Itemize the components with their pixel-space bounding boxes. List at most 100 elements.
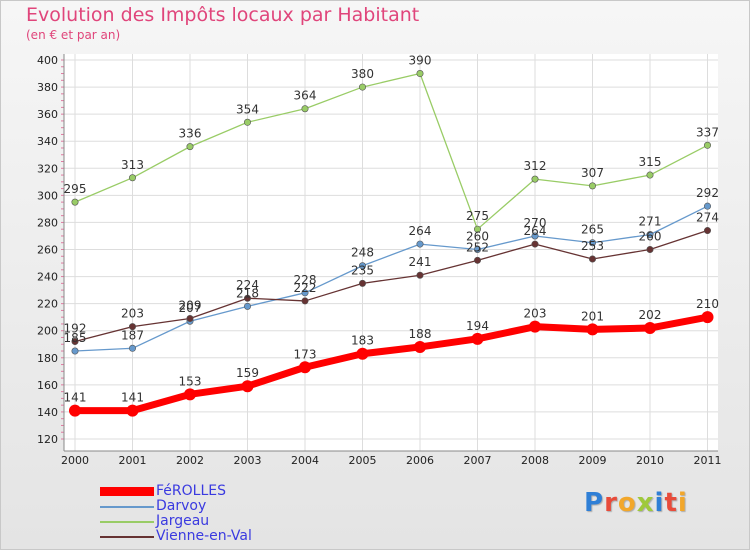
y-tick-label: 340 xyxy=(37,135,58,148)
series-point-3 xyxy=(301,297,309,305)
data-label: 275 xyxy=(466,209,489,223)
data-label: 307 xyxy=(581,166,604,180)
y-tick-label: 360 xyxy=(37,108,58,121)
series-point-1 xyxy=(588,239,596,247)
data-label: 252 xyxy=(466,240,489,254)
data-label: 187 xyxy=(121,328,144,342)
chart-title: Evolution des Impôts locaux par Habitant xyxy=(26,4,420,26)
proxiti-logo: Proxiti xyxy=(584,488,688,518)
series-point-1 xyxy=(244,302,252,310)
data-label: 192 xyxy=(64,322,87,336)
y-tick-label: 260 xyxy=(37,244,58,257)
logo-letter: r xyxy=(604,488,618,518)
y-tick-label: 160 xyxy=(37,379,58,392)
series-point-3 xyxy=(129,323,137,331)
series-point-1 xyxy=(646,231,654,239)
data-label: 364 xyxy=(294,89,317,103)
data-label: 210 xyxy=(696,297,719,311)
legend-label-vienne-en-val: Vienne-en-Val xyxy=(156,528,252,544)
y-tick-label: 400 xyxy=(37,54,58,67)
series-point-2 xyxy=(358,83,366,91)
series-point-1 xyxy=(473,246,481,254)
y-tick-label: 180 xyxy=(37,352,58,365)
series-point-3 xyxy=(703,227,711,235)
series-point-2 xyxy=(473,225,481,233)
series-point-0 xyxy=(184,388,196,401)
data-label: 153 xyxy=(179,374,202,388)
series-point-0 xyxy=(701,311,714,324)
data-label: 183 xyxy=(351,334,374,348)
data-label: 222 xyxy=(294,281,317,295)
plot-area xyxy=(64,54,718,451)
data-label: 260 xyxy=(466,230,489,244)
logo-letter: i xyxy=(677,488,688,518)
data-label: 264 xyxy=(524,224,547,238)
legend-swatch-ferolles xyxy=(100,487,154,496)
x-tick-label: 2001 xyxy=(119,454,147,467)
series-point-0 xyxy=(414,340,426,353)
data-label: 315 xyxy=(639,155,662,169)
series-point-2 xyxy=(301,105,309,113)
x-tick-label: 2009 xyxy=(579,454,607,467)
series-point-3 xyxy=(473,256,481,264)
series-line-2 xyxy=(74,72,709,230)
data-label: 265 xyxy=(581,223,604,237)
x-tick-label: 2010 xyxy=(636,454,664,467)
data-label: 336 xyxy=(179,127,202,141)
legend-swatch-darvoy xyxy=(100,506,154,508)
series-point-2 xyxy=(703,141,711,149)
data-label: 224 xyxy=(236,278,259,292)
data-label: 207 xyxy=(179,301,202,315)
y-tick-label: 320 xyxy=(37,162,58,175)
data-label: 141 xyxy=(121,391,144,405)
x-tick-label: 2006 xyxy=(406,454,434,467)
series-point-3 xyxy=(244,294,252,302)
data-label: 185 xyxy=(64,331,87,345)
y-tick-label: 300 xyxy=(37,189,58,202)
series-point-3 xyxy=(416,271,424,279)
series-point-3 xyxy=(531,240,539,248)
data-label: 312 xyxy=(524,159,547,173)
series-point-2 xyxy=(416,70,424,78)
logo-letter: x xyxy=(636,488,655,518)
data-label: 253 xyxy=(581,239,604,253)
x-tick-label: 2008 xyxy=(521,454,549,467)
x-tick-label: 2005 xyxy=(349,454,377,467)
y-tick-label: 220 xyxy=(37,298,58,311)
data-label: 209 xyxy=(179,299,202,313)
y-tick-label: 200 xyxy=(37,325,58,338)
series-point-1 xyxy=(703,202,711,210)
series-line-1 xyxy=(74,205,709,352)
data-label: 201 xyxy=(581,309,604,323)
series-point-2 xyxy=(588,182,596,190)
series-point-1 xyxy=(71,347,79,355)
data-label: 241 xyxy=(409,255,432,269)
series-point-0 xyxy=(241,380,254,393)
x-tick-label: 2003 xyxy=(234,454,262,467)
data-label: 202 xyxy=(639,308,662,322)
data-label: 203 xyxy=(121,307,144,321)
data-label: 228 xyxy=(294,273,317,287)
logo-letter: i xyxy=(654,488,665,518)
y-tick-label: 140 xyxy=(37,406,58,419)
legend-swatch-jargeau xyxy=(100,521,154,523)
series-point-3 xyxy=(588,255,596,263)
data-label: 390 xyxy=(409,54,432,68)
logo-letter: P xyxy=(584,488,605,518)
data-label: 194 xyxy=(466,319,489,333)
series-point-0 xyxy=(126,404,139,417)
x-tick-label: 2007 xyxy=(464,454,492,467)
data-label: 271 xyxy=(639,215,662,229)
series-point-0 xyxy=(471,332,484,345)
data-label: 380 xyxy=(351,67,374,81)
data-label: 264 xyxy=(409,224,432,238)
series-line-3 xyxy=(74,229,709,343)
data-label: 354 xyxy=(236,102,259,116)
legend-label-jargeau: Jargeau xyxy=(156,513,210,529)
y-tick-label: 120 xyxy=(37,433,58,446)
chart-subtitle: (en € et par an) xyxy=(26,28,121,42)
data-label: 141 xyxy=(64,391,87,405)
data-label: 188 xyxy=(409,327,432,341)
series-point-1 xyxy=(358,262,366,270)
series-point-2 xyxy=(531,175,539,183)
